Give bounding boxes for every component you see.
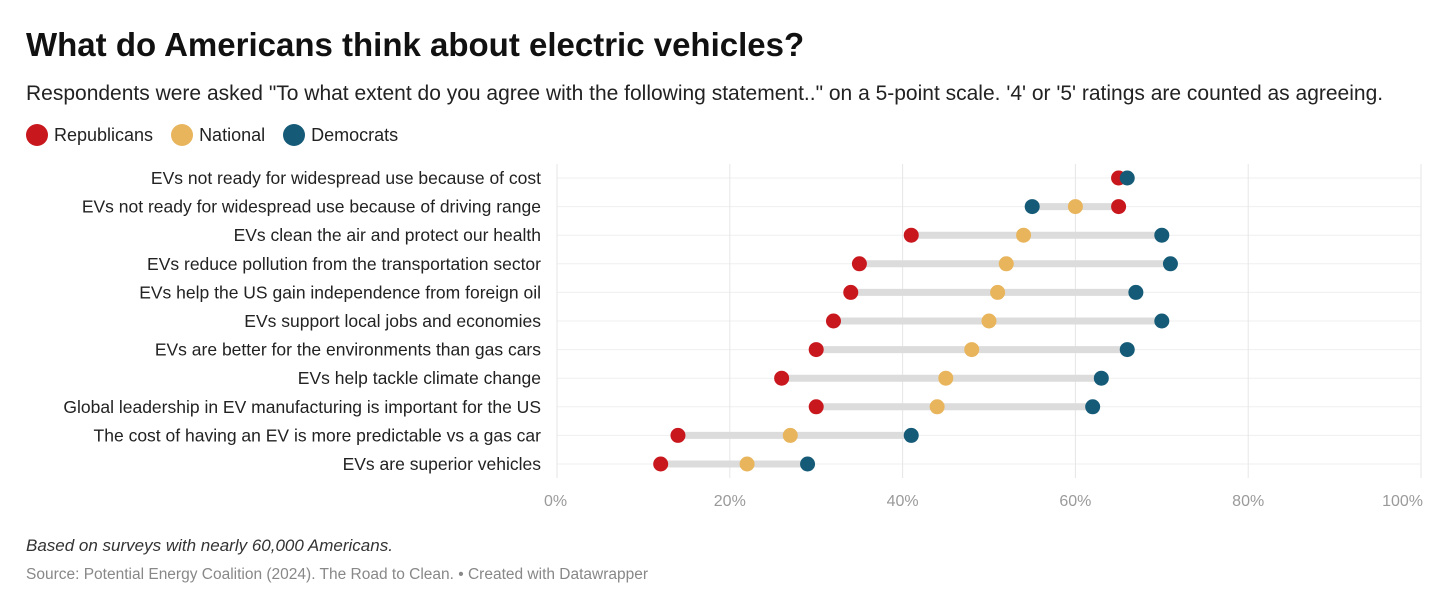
dot-national: [1016, 227, 1032, 243]
x-tick-label: 80%: [1232, 493, 1264, 510]
dot-national: [929, 399, 945, 415]
x-tick-label: 40%: [887, 493, 919, 510]
dot-democrats: [1093, 370, 1109, 386]
dot-republicans: [653, 456, 669, 472]
category-label: EVs are better for the environments than…: [155, 340, 541, 360]
dot-national: [990, 284, 1006, 300]
category-label: EVs are superior vehicles: [343, 454, 542, 474]
dot-republicans: [843, 284, 859, 300]
category-label: The cost of having an EV is more predict…: [94, 425, 542, 445]
legend-item-national: National: [171, 124, 265, 146]
dot-democrats: [1128, 284, 1144, 300]
dot-republicans: [670, 427, 686, 443]
chart-title: What do Americans think about electric v…: [26, 26, 805, 63]
category-label: Global leadership in EV manufacturing is…: [63, 397, 541, 417]
dot-republicans: [851, 256, 867, 272]
dot-republicans: [808, 342, 824, 358]
chart-subtitle: Respondents were asked "To what extent d…: [26, 82, 1384, 105]
category-label: EVs clean the air and protect our health: [234, 225, 541, 245]
legend-label-republicans: Republicans: [54, 124, 154, 145]
category-label: EVs help the US gain independence from f…: [139, 282, 541, 302]
x-tick-label: 20%: [714, 493, 746, 510]
category-label: EVs not ready for widespread use because…: [151, 168, 541, 188]
legend-label-democrats: Democrats: [311, 124, 399, 145]
category-label: EVs not ready for widespread use because…: [82, 197, 541, 217]
legend-dot-republicans: [26, 124, 48, 146]
dot-national: [1067, 199, 1083, 215]
dot-national: [938, 370, 954, 386]
legend-item-republicans: Republicans: [26, 124, 153, 146]
dot-republicans: [774, 370, 790, 386]
dot-democrats: [1162, 256, 1178, 272]
dot-republicans: [1111, 199, 1127, 215]
dot-democrats: [903, 427, 919, 443]
x-tick-label: 0%: [544, 493, 567, 510]
dot-national: [964, 342, 980, 358]
dot-democrats: [1154, 313, 1170, 329]
dot-democrats: [1154, 227, 1170, 243]
dot-republicans: [808, 399, 824, 415]
x-tick-label: 60%: [1059, 493, 1091, 510]
legend: Republicans National Democrats: [26, 124, 416, 146]
category-label: EVs help tackle climate change: [298, 368, 541, 388]
category-label: EVs support local jobs and economies: [244, 311, 541, 331]
dot-republicans: [825, 313, 841, 329]
dot-democrats: [1085, 399, 1101, 415]
legend-dot-democrats: [283, 124, 306, 146]
dot-national: [998, 256, 1014, 272]
dot-democrats: [800, 456, 816, 472]
dot-democrats: [1119, 170, 1135, 186]
legend-label-national: National: [199, 124, 266, 145]
dot-national: [782, 427, 798, 443]
x-tick-label: 100%: [1382, 493, 1423, 510]
chart-note: Based on surveys with nearly 60,000 Amer…: [26, 536, 393, 555]
dot-national: [739, 456, 755, 472]
chart-source: Source: Potential Energy Coalition (2024…: [26, 566, 649, 583]
category-label: EVs reduce pollution from the transporta…: [147, 254, 541, 274]
dot-democrats: [1024, 199, 1040, 215]
dot-republicans: [903, 227, 919, 243]
dot-national: [981, 313, 997, 329]
dot-democrats: [1119, 342, 1135, 358]
legend-item-democrats: Democrats: [283, 124, 398, 146]
dot-range-chart: 0% 20% 40% 60% 80% 100% EVs not ready for wide…: [63, 164, 1423, 510]
legend-dot-national: [171, 124, 194, 146]
